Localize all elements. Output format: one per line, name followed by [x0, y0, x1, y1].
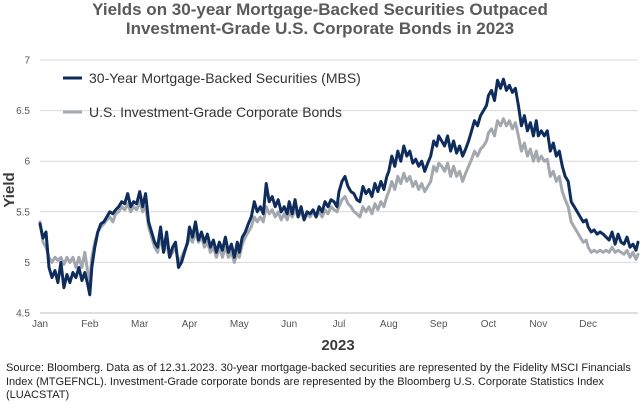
gridlines [40, 59, 638, 314]
legend-label: 30-Year Mortgage-Backed Securities (MBS) [89, 70, 361, 86]
x-axis-ticks: Jan Feb Mar Apr May Jun Jul Aug Sep Oct Nov Dec [32, 319, 597, 330]
x-tick-label: Mar [131, 319, 149, 330]
chart-title-line-1: Yields on 30-year Mortgage-Backed Securi… [92, 0, 548, 19]
chart-title: Yields on 30-year Mortgage-Backed Securi… [0, 0, 640, 38]
x-tick-label: Jan [32, 319, 48, 330]
x-tick-label: Nov [529, 319, 547, 330]
y-axis-label: Yield [1, 172, 18, 207]
x-tick-label: Feb [81, 319, 99, 330]
y-tick-label: 4.5 [16, 309, 30, 320]
source-note: Source: Bloomberg. Data as of 12.31.2023… [6, 362, 631, 401]
x-tick-label: Oct [481, 319, 497, 330]
x-tick-label: Aug [380, 319, 398, 330]
y-tick-label: 6.5 [16, 106, 30, 117]
chart-title-line-2: Investment-Grade U.S. Corporate Bonds in… [125, 19, 515, 38]
x-axis-label: 2023 [321, 337, 354, 354]
y-tick-label: 5.5 [16, 207, 30, 218]
legend-label: U.S. Investment-Grade Corporate Bonds [89, 104, 342, 120]
x-tick-label: Jul [333, 319, 346, 330]
y-tick-label: 5 [24, 258, 30, 269]
y-axis-ticks: 4.5 5 5.5 6 6.5 7 [16, 56, 30, 320]
x-tick-label: Dec [579, 319, 597, 330]
x-tick-label: Apr [182, 319, 198, 330]
x-tick-label: Sep [430, 319, 448, 330]
y-tick-label: 6 [24, 157, 30, 168]
x-tick-label: May [230, 319, 249, 330]
y-tick-label: 7 [24, 56, 30, 67]
legend: 30-Year Mortgage-Backed Securities (MBS)… [63, 70, 361, 120]
series-line-corporate-bonds [38, 117, 640, 285]
series-line-mbs [38, 77, 640, 297]
series-lines [38, 77, 640, 297]
x-tick-label: Jun [281, 319, 297, 330]
